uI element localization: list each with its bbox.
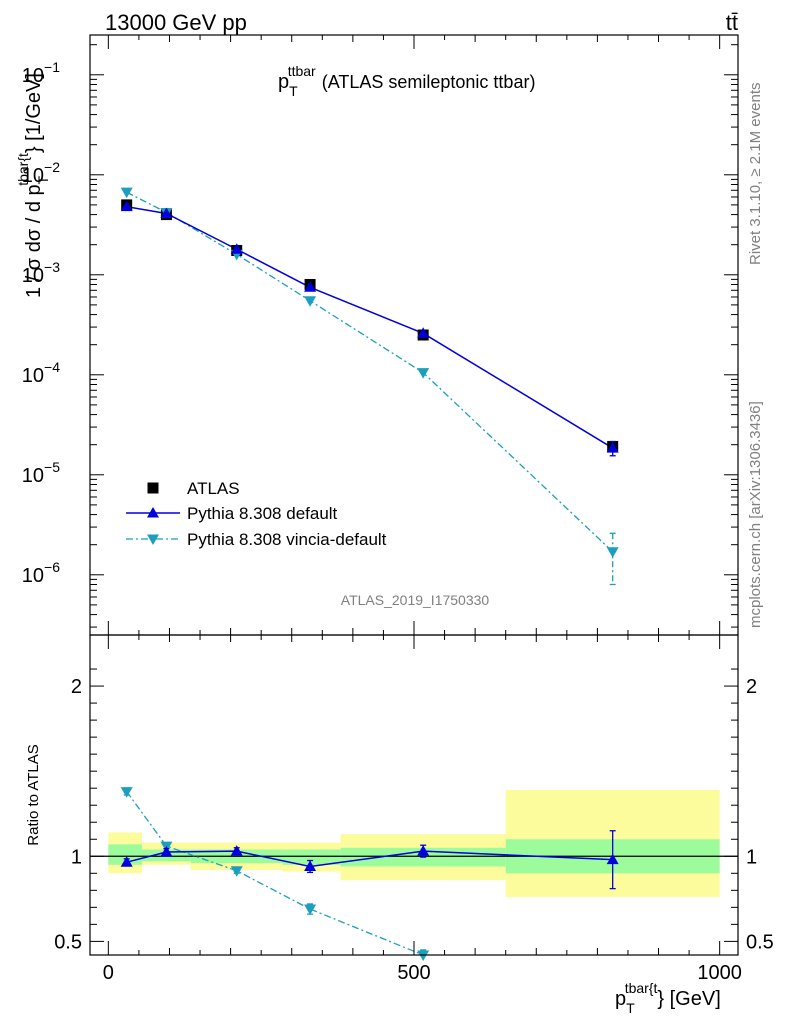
x-tick-label: 500 xyxy=(397,962,430,984)
data-point-default xyxy=(304,281,317,292)
data-point-default xyxy=(606,442,619,453)
x-axis-label-prefix: p xyxy=(615,988,626,1010)
y-tick-label: 10−4 xyxy=(22,359,60,387)
data-point-vincia xyxy=(606,547,619,558)
y-axis-label-prefix: 1 / σ dσ / d p xyxy=(23,184,45,298)
ratio-point-default xyxy=(230,845,243,856)
ratio-point-default xyxy=(606,853,619,865)
analysis-label: ATLAS_2019_I1750330 xyxy=(341,592,490,608)
ratio-uncertainty-bands xyxy=(90,789,738,898)
plot-title-sub: T xyxy=(289,83,298,99)
y-axis-label: 1 / σ dσ / d pTtbar{t} [1/GeV] xyxy=(15,73,51,298)
y-tick-label: 10−3 xyxy=(22,259,60,287)
data-point-default xyxy=(230,243,243,254)
ratio-point-default xyxy=(160,846,173,857)
energy-label: 13000 GeV pp xyxy=(105,10,247,35)
legend-marker-atlas xyxy=(147,482,159,494)
y-axis-label-sup: tbar{t xyxy=(15,153,31,186)
legend-marker-default xyxy=(147,507,159,518)
mcplots-label: mcplots.cern.ch [arXiv:1306.3436] xyxy=(747,401,764,628)
x-axis-label-sub: T xyxy=(626,1000,635,1016)
main-plot-marks xyxy=(120,187,619,586)
data-point-vincia xyxy=(120,187,133,199)
ratio-axis-label: Ratio to ATLAS xyxy=(25,744,42,845)
legend-item: Pythia 8.308 vincia-default xyxy=(126,530,387,549)
legend-item: ATLAS xyxy=(147,479,240,498)
ratio-y-tick-label: 0.5 xyxy=(54,931,82,953)
data-point-default xyxy=(120,200,133,212)
ratio-band-inner xyxy=(108,844,142,865)
axes: 0 500 1000 10−6 10−5 10−4 10−3 10−2 10−1 0.5 0.5 1 1… xyxy=(22,34,774,984)
x-tick-label: 1000 xyxy=(697,962,742,984)
ratio-y-tick-label-right: 1 xyxy=(746,846,757,868)
ratio-plot-marks xyxy=(120,787,619,961)
y-tick-label: 10−6 xyxy=(22,559,60,587)
y-axis-label-sub: T xyxy=(35,175,51,184)
data-point-default xyxy=(417,327,430,338)
process-label: tt̄ xyxy=(726,10,738,35)
ratio-point-vincia xyxy=(304,904,317,916)
ratio-point-default xyxy=(120,856,133,867)
legend-label: ATLAS xyxy=(187,479,240,498)
data-point-vincia xyxy=(417,368,430,379)
plot-title-main: p xyxy=(278,71,289,93)
y-axis-label-suffix: } [1/GeV] xyxy=(23,73,45,153)
plot-title-rest: (ATLAS semileptonic ttbar) xyxy=(322,72,536,92)
ratio-band-inner xyxy=(282,849,341,865)
ratio-line-default xyxy=(126,850,613,868)
plot-title-sup: ttbar xyxy=(288,63,316,79)
ratio-y-tick-label: 1 xyxy=(71,846,82,868)
y-tick-label: 10−1 xyxy=(22,59,60,87)
ratio-y-tick-label-right: 0.5 xyxy=(746,931,774,953)
legend-label: Pythia 8.308 vincia-default xyxy=(187,530,387,549)
y-tick-label: 10−5 xyxy=(22,459,60,487)
x-axis-label-suffix: } [GeV] xyxy=(657,988,720,1010)
plot-title: pTttbar (ATLAS semileptonic ttbar) xyxy=(278,63,535,99)
x-axis-label-sup: tbar{t xyxy=(625,980,658,996)
ratio-y-tick-label-right: 2 xyxy=(746,676,757,698)
series-line-default xyxy=(126,205,614,449)
legend: ATLAS Pythia 8.308 default Pythia 8.308 vi… xyxy=(126,479,387,549)
data-point-vincia xyxy=(304,296,317,307)
ratio-point-vincia xyxy=(230,866,243,877)
ratio-point-default xyxy=(417,845,430,856)
x-axis-label: pTtbar{t} [GeV] xyxy=(615,980,721,1016)
y-tick-label: 10−2 xyxy=(22,159,60,187)
legend-marker-vincia xyxy=(147,534,159,545)
legend-item: Pythia 8.308 default xyxy=(126,504,338,523)
ratio-point-vincia xyxy=(120,787,133,798)
x-tick-label: 0 xyxy=(103,962,114,984)
data-point-default xyxy=(160,207,173,219)
ratio-point-vincia xyxy=(417,950,430,961)
ratio-point-default xyxy=(304,860,317,871)
ratio-y-tick-label: 2 xyxy=(71,676,82,698)
rivet-label: Rivet 3.1.10, ≥ 2.1M events xyxy=(747,83,764,266)
legend-label: Pythia 8.308 default xyxy=(187,504,338,523)
series-line-vincia xyxy=(126,191,614,553)
